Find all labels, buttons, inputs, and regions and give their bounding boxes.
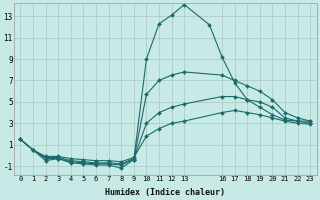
X-axis label: Humidex (Indice chaleur): Humidex (Indice chaleur) (105, 188, 225, 197)
